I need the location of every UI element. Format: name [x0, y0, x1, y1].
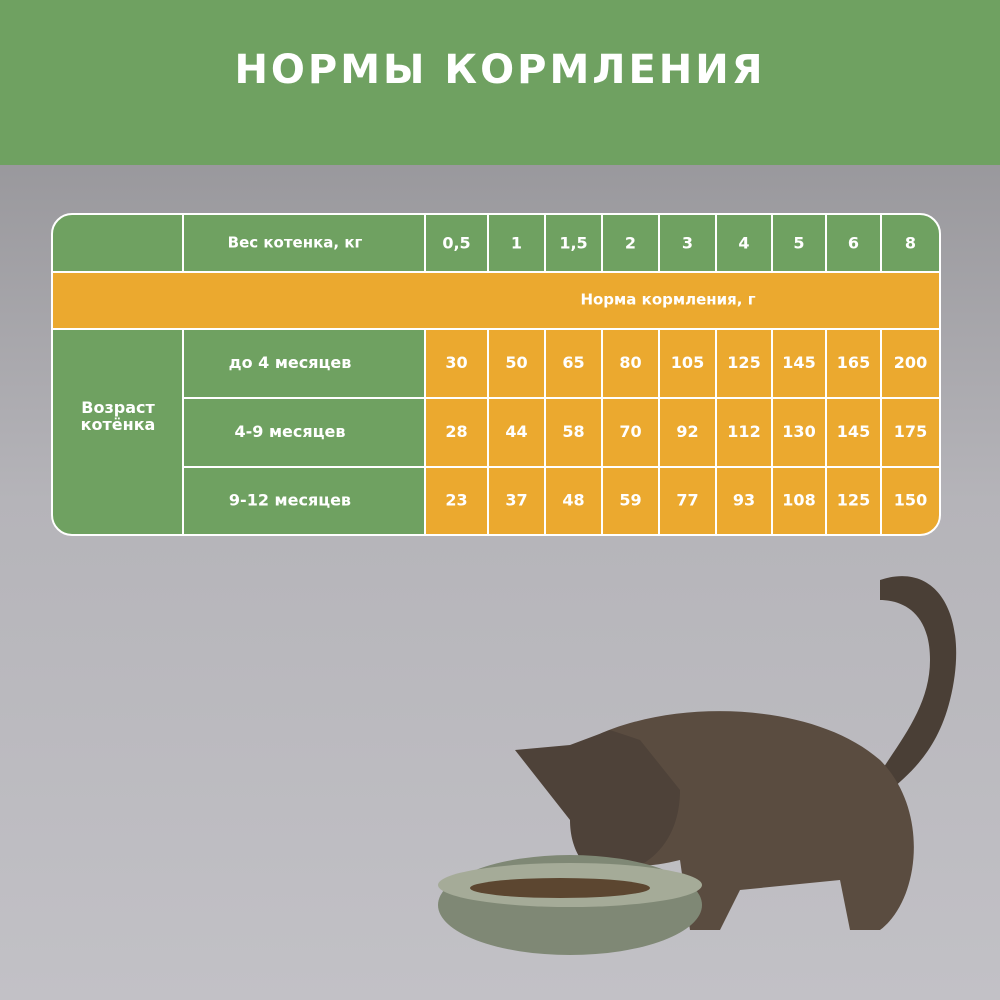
weight-cell	[825, 214, 882, 273]
value: 200	[894, 353, 927, 372]
value: 23	[445, 491, 467, 510]
value-cell	[715, 466, 773, 535]
value: 108	[782, 491, 815, 510]
value-cell	[544, 466, 603, 535]
value-cell	[825, 397, 882, 468]
value-cell	[658, 466, 717, 535]
value: 125	[837, 491, 870, 510]
row-label: 9-12 месяцев	[229, 491, 351, 510]
table-border	[51, 213, 941, 536]
weight: 2	[625, 234, 636, 253]
value-cell	[601, 466, 660, 535]
weight-cell	[601, 214, 660, 273]
value: 125	[727, 353, 760, 372]
value: 37	[505, 491, 527, 510]
tail	[860, 576, 957, 810]
value: 92	[676, 422, 698, 441]
value-cell	[658, 397, 717, 468]
value: 28	[445, 422, 467, 441]
value: 93	[733, 491, 755, 510]
weight: 6	[848, 234, 859, 253]
age-label: Возраст котёнка	[81, 398, 156, 434]
weight-label: Вес котенка, кг	[228, 234, 363, 252]
value-cell	[424, 466, 489, 535]
value-cell	[601, 397, 660, 468]
value-cell	[771, 328, 827, 399]
value: 130	[782, 422, 815, 441]
value: 30	[445, 353, 467, 372]
row-label: до 4 месяцев	[229, 353, 352, 372]
value: 44	[505, 422, 527, 441]
weight: 3	[682, 234, 693, 253]
value: 150	[894, 491, 927, 510]
row-label-cell	[182, 466, 426, 535]
value: 105	[671, 353, 704, 372]
norm-row	[52, 271, 940, 330]
kitten-illustration	[438, 576, 957, 955]
weight: 8	[905, 234, 916, 253]
value-cell	[487, 466, 546, 535]
value: 80	[619, 353, 641, 372]
header-band	[0, 0, 1000, 165]
value-cell	[715, 328, 773, 399]
weight: 1,5	[559, 234, 587, 253]
value-cell	[424, 397, 489, 468]
value: 165	[837, 353, 870, 372]
weight: 4	[738, 234, 749, 253]
weight: 1	[511, 234, 522, 253]
row-label-cell	[182, 397, 426, 468]
title: НОРМЫ КОРМЛЕНИЯ	[234, 47, 765, 93]
value-cell	[487, 328, 546, 399]
value: 65	[562, 353, 584, 372]
food	[470, 878, 650, 898]
value: 145	[782, 353, 815, 372]
value: 112	[727, 422, 760, 441]
value-cell	[880, 397, 940, 468]
corner-cell	[52, 214, 184, 273]
value: 77	[676, 491, 698, 510]
row-label-cell	[182, 328, 426, 399]
value-cell	[544, 328, 603, 399]
age-cell	[52, 328, 184, 535]
value: 58	[562, 422, 584, 441]
row-label: 4-9 месяцев	[235, 422, 346, 441]
value: 48	[562, 491, 584, 510]
value: 175	[894, 422, 927, 441]
value-cell	[880, 466, 940, 535]
head	[515, 730, 680, 875]
value: 59	[619, 491, 641, 510]
norm-label: Норма кормления, г	[580, 291, 755, 309]
value-cell	[424, 328, 489, 399]
value: 145	[837, 422, 870, 441]
weight: 5	[793, 234, 804, 253]
weight: 0,5	[442, 234, 470, 253]
value: 70	[619, 422, 641, 441]
value: 50	[505, 353, 527, 372]
